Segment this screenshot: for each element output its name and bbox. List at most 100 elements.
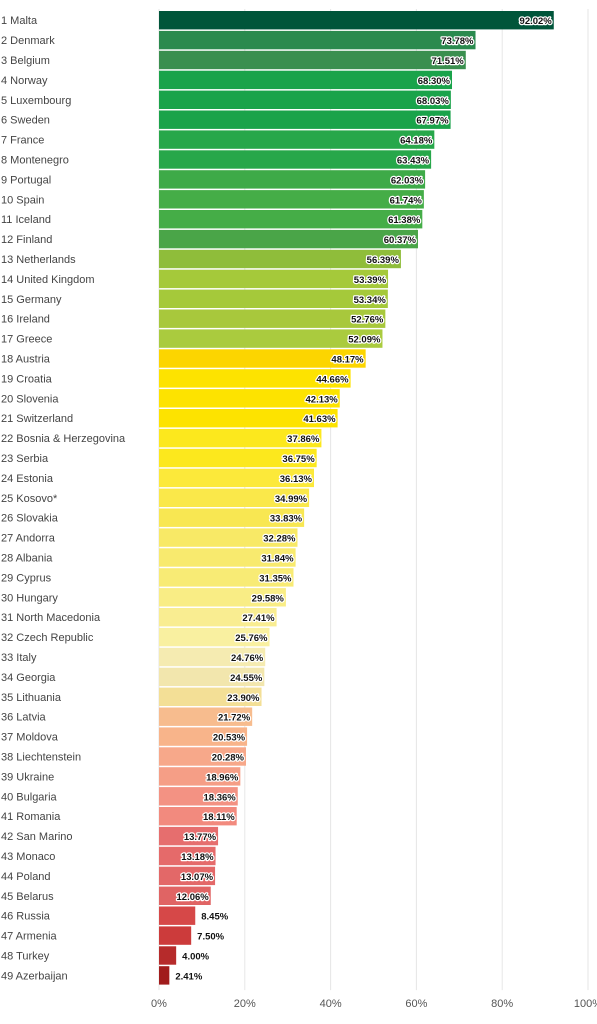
category-label: 28 Albania — [1, 553, 53, 565]
category-label: 5 Luxembourg — [1, 95, 71, 107]
bar — [159, 707, 253, 726]
bar — [159, 190, 424, 209]
category-label: 46 Russia — [1, 911, 51, 923]
bar — [159, 906, 196, 925]
bar — [159, 448, 317, 468]
x-tick-label: 20% — [234, 998, 256, 1010]
category-label: 37 Moldova — [1, 732, 59, 744]
category-label: 34 Georgia — [1, 672, 56, 684]
category-label: 12 Finland — [1, 234, 52, 246]
value-label: 68.03% — [417, 96, 450, 107]
value-label: 12.06% — [177, 892, 210, 903]
bar — [159, 409, 338, 428]
bar — [159, 309, 386, 328]
bar — [159, 170, 426, 189]
value-label: 61.74% — [390, 195, 423, 206]
value-label: 18.11% — [203, 812, 235, 823]
bar — [159, 866, 216, 886]
bar — [159, 588, 286, 607]
bar — [159, 130, 435, 149]
value-label: 25.76% — [235, 633, 268, 644]
category-label: 29 Cyprus — [1, 572, 52, 584]
bar — [159, 846, 216, 866]
category-label: 7 France — [1, 135, 44, 147]
value-label: 53.39% — [354, 275, 387, 286]
bars — [159, 11, 554, 985]
category-label: 26 Slovakia — [1, 513, 59, 525]
category-label: 1 Malta — [1, 15, 38, 27]
category-label: 19 Croatia — [1, 373, 53, 385]
bar — [159, 627, 270, 647]
bar — [159, 727, 248, 746]
x-tick-label: 80% — [491, 998, 513, 1010]
value-label: 48.17% — [331, 355, 364, 366]
bar — [159, 608, 277, 627]
x-tick-label: 40% — [320, 998, 342, 1010]
bar — [159, 647, 266, 667]
category-label: 3 Belgium — [1, 55, 50, 67]
value-label: 61.38% — [388, 215, 421, 226]
bar — [159, 329, 383, 348]
category-label: 2 Denmark — [1, 35, 55, 47]
bar — [159, 548, 296, 567]
value-label: 23.90% — [227, 693, 260, 704]
bar — [159, 747, 247, 766]
value-label: 20.28% — [212, 753, 245, 764]
bar — [159, 369, 351, 388]
value-label: 24.55% — [230, 673, 263, 684]
bar — [159, 687, 262, 706]
category-label: 45 Belarus — [1, 891, 54, 903]
category-label: 43 Monaco — [1, 851, 55, 863]
bar — [159, 249, 401, 269]
value-label: 68.30% — [418, 76, 451, 87]
category-label: 38 Liechtenstein — [1, 752, 81, 764]
category-label: 32 Czech Republic — [1, 632, 94, 644]
category-label: 15 Germany — [1, 294, 62, 306]
value-labels: 92.02% 73.78% 71.51% 68.30% 68.03% 67.97% 64.1… — [174, 15, 553, 984]
value-label: 13.07% — [181, 872, 214, 883]
value-label: 4.00% — [182, 952, 209, 963]
value-label: 56.39% — [367, 255, 400, 266]
bar — [159, 110, 451, 129]
value-label: 2.41% — [175, 971, 202, 982]
bar — [159, 508, 305, 527]
value-label: 31.84% — [261, 554, 294, 565]
category-label: 35 Lithuania — [1, 692, 62, 704]
category-label: 42 San Marino — [1, 831, 73, 843]
bar — [159, 428, 322, 448]
bar — [159, 966, 170, 985]
bar — [159, 886, 211, 905]
bar — [159, 528, 298, 547]
bar — [159, 289, 388, 308]
category-label: 18 Austria — [1, 354, 51, 366]
category-label: 16 Ireland — [1, 314, 50, 326]
category-label: 13 Netherlands — [1, 254, 76, 266]
bar — [159, 767, 241, 786]
category-label: 20 Slovenia — [1, 393, 59, 405]
category-label: 6 Sweden — [1, 115, 50, 127]
bar — [159, 926, 192, 945]
value-label: 20.53% — [213, 733, 246, 744]
category-label: 10 Spain — [1, 194, 44, 206]
bar — [159, 826, 219, 846]
value-label: 37.86% — [287, 434, 320, 445]
category-label: 11 Iceland — [1, 214, 51, 226]
bar — [159, 389, 340, 408]
value-label: 63.43% — [397, 156, 430, 167]
bar — [159, 807, 237, 826]
category-label: 47 Armenia — [1, 931, 58, 943]
bar — [159, 11, 554, 30]
bar — [159, 468, 314, 488]
value-label: 62.03% — [391, 175, 424, 186]
bar — [159, 210, 423, 229]
bar — [159, 667, 265, 687]
bar — [159, 269, 389, 289]
value-label: 21.72% — [218, 713, 251, 724]
category-label: 9 Portugal — [1, 174, 51, 186]
value-label: 42.13% — [306, 394, 339, 405]
category-label: 30 Hungary — [1, 592, 58, 604]
bar — [159, 229, 418, 249]
category-label: 23 Serbia — [1, 453, 49, 465]
bar — [159, 50, 466, 70]
category-label: 41 Romania — [1, 811, 61, 823]
